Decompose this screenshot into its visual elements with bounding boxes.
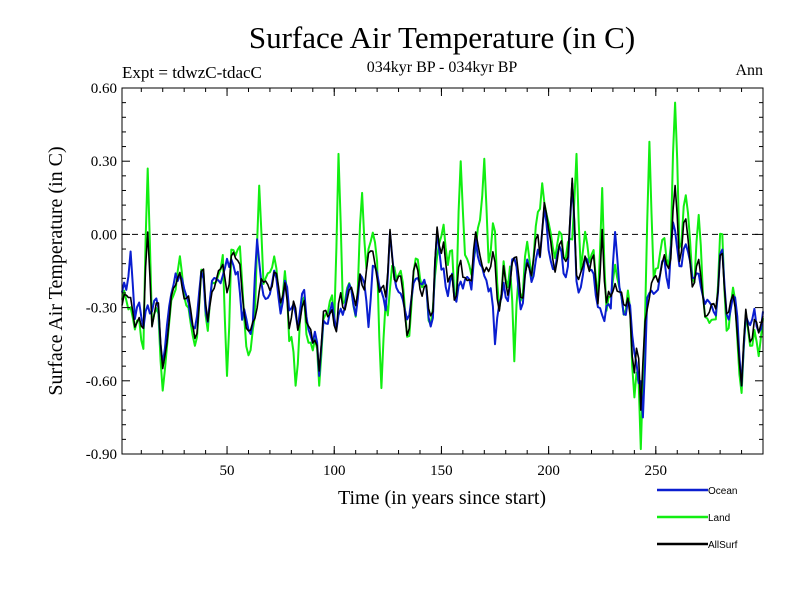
legend-label-ocean: Ocean	[708, 486, 737, 497]
series-line-ocean	[121, 182, 764, 419]
x-tick-label: 50	[220, 463, 235, 479]
x-tick-label: 150	[430, 463, 453, 479]
y-tick-label: -0.90	[86, 447, 117, 463]
season-label: Ann	[735, 62, 763, 79]
legend-label-land: Land	[708, 513, 730, 524]
plot-frame	[121, 87, 764, 455]
x-tick-label: 100	[323, 463, 346, 479]
y-tick-label: -0.60	[86, 374, 117, 390]
x-tick-label: 200	[537, 463, 560, 479]
series-line-land	[121, 101, 764, 451]
legend: Ocean Land AllSurf	[657, 486, 738, 551]
y-tick-label: 0.00	[91, 227, 117, 243]
y-axis-label: Surface Air Temperature (in C)	[45, 146, 67, 395]
y-tick-label: -0.30	[86, 301, 117, 317]
y-tick-label: 0.60	[91, 81, 117, 97]
x-tick-label: 250	[645, 463, 668, 479]
experiment-label: Expt = tdwzC-tdacC	[122, 63, 262, 82]
plot-area	[121, 101, 764, 451]
series-line-allsurf	[121, 177, 764, 411]
x-axis-label: Time (in years since start)	[338, 487, 546, 509]
y-axis: -0.90 -0.60 -0.30 0.00 0.30 0.60	[86, 81, 763, 463]
legend-label-allsurf: AllSurf	[708, 540, 738, 551]
x-axis: 50 100 150 200 250	[140, 88, 743, 479]
chart-subtitle: 034kyr BP - 034kyr BP	[367, 59, 518, 76]
y-tick-label: 0.30	[91, 154, 117, 170]
chart-title: Surface Air Temperature (in C)	[249, 20, 635, 55]
